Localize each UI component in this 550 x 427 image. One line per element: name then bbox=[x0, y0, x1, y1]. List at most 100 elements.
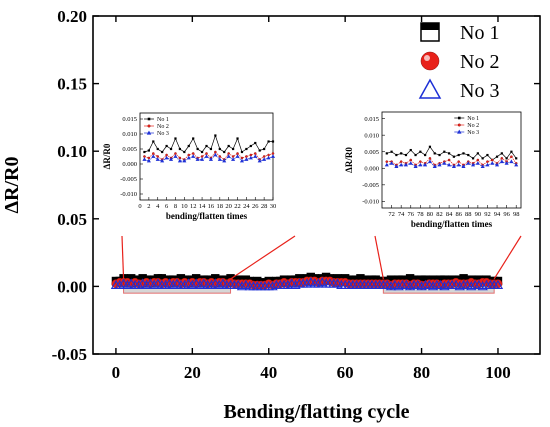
inset-data-point bbox=[414, 153, 417, 157]
series-triangle bbox=[110, 277, 504, 291]
inset-data-point bbox=[156, 147, 159, 151]
inset-data-point bbox=[385, 152, 388, 155]
inset-data-point bbox=[457, 160, 460, 163]
inset-data-point bbox=[409, 158, 413, 162]
x-axis-title: Bending/flatting cycle bbox=[223, 401, 409, 423]
y-tick-label: -0.05 bbox=[52, 345, 87, 364]
inset-data-point bbox=[413, 164, 418, 169]
x-tick-label: 100 bbox=[485, 363, 511, 382]
inset-data-point bbox=[151, 154, 156, 158]
connector-line bbox=[493, 235, 522, 280]
inset-data-point bbox=[428, 145, 432, 148]
inset-data-point bbox=[447, 158, 451, 162]
inset-x-tick-label: 86 bbox=[455, 211, 462, 218]
y-tick-label: 0.20 bbox=[57, 7, 87, 26]
y-tick-label: 0.15 bbox=[57, 75, 87, 94]
data-point bbox=[160, 279, 171, 289]
inset-x-tick-label: 16 bbox=[208, 203, 215, 210]
inset-x-tick-label: 94 bbox=[494, 211, 501, 218]
inset-data-point bbox=[476, 158, 480, 162]
y-tick-label: 0.05 bbox=[57, 210, 87, 229]
inset-legend-label: No 2 bbox=[157, 124, 169, 130]
inset-data-point bbox=[245, 147, 248, 151]
inset-x-tick-label: 80 bbox=[427, 211, 434, 218]
inset-data-point bbox=[240, 150, 244, 154]
legend-label: No 2 bbox=[460, 51, 499, 73]
data-point bbox=[385, 281, 397, 291]
data-point bbox=[267, 281, 278, 291]
connector-line bbox=[230, 235, 296, 280]
inset-data-point bbox=[226, 154, 231, 158]
inset-legend-marker bbox=[457, 116, 461, 120]
inset-data-point bbox=[384, 162, 389, 167]
inset-data-point bbox=[249, 144, 252, 148]
legend-marker-square bbox=[420, 22, 440, 42]
inset-y-tick-label: -0.010 bbox=[120, 191, 137, 198]
inset-data-point bbox=[271, 140, 275, 143]
inset-legend-marker bbox=[147, 124, 151, 128]
inset-series-line bbox=[386, 156, 517, 166]
inset-legend-label: No 3 bbox=[467, 130, 479, 136]
data-point bbox=[439, 281, 450, 291]
inset-data-point bbox=[182, 158, 187, 163]
inset-data-point bbox=[165, 144, 168, 148]
inset-y-tick-label: -0.005 bbox=[362, 182, 379, 189]
legend-marker-triangle bbox=[418, 78, 442, 99]
inset-data-point bbox=[395, 153, 398, 157]
data-point bbox=[492, 279, 504, 289]
inset-legend-label: No 3 bbox=[157, 131, 169, 137]
inset-data-point bbox=[196, 147, 199, 151]
inset-data-point bbox=[390, 150, 393, 153]
inset-plot-right: -0.010 -0.005 0.000 0.005 0.010 0.015 72 74 76 78… bbox=[344, 111, 522, 229]
inset-data-point bbox=[147, 149, 150, 152]
inset-data-point bbox=[500, 152, 503, 155]
data-point bbox=[282, 279, 293, 289]
inset-data-point bbox=[505, 157, 508, 160]
inset-data-point bbox=[462, 152, 465, 155]
inset-data-point bbox=[195, 157, 200, 161]
inset-data-point bbox=[456, 162, 461, 167]
inset-x-axis-title: bending/flatten times bbox=[166, 211, 248, 221]
inset-data-point bbox=[471, 162, 476, 167]
inset-data-point bbox=[208, 157, 213, 161]
inset-data-point bbox=[232, 147, 235, 151]
inset-legend-marker bbox=[457, 123, 461, 127]
legend-marker-circle bbox=[420, 51, 440, 71]
inset-data-point bbox=[254, 141, 257, 145]
inset-y-axis-title: ΔR/R0 bbox=[344, 147, 354, 173]
inset-data-point bbox=[509, 159, 514, 164]
data-point bbox=[416, 281, 427, 291]
inset-data-point bbox=[248, 155, 253, 160]
inset-data-point bbox=[267, 140, 270, 143]
inset-x-tick-label: 24 bbox=[243, 203, 250, 210]
inset-data-point bbox=[495, 155, 499, 158]
inset-data-point bbox=[418, 162, 423, 167]
inset-data-point bbox=[200, 157, 205, 161]
inset-data-point bbox=[437, 162, 442, 167]
inset-data-point bbox=[239, 158, 245, 163]
inset-legend-label: No 1 bbox=[467, 116, 479, 122]
data-point bbox=[206, 279, 217, 289]
inset-data-point bbox=[457, 153, 460, 157]
data-point bbox=[427, 281, 439, 291]
zoom-connectors bbox=[121, 235, 522, 280]
inset-data-point bbox=[217, 157, 222, 161]
inset-x-tick-label: 22 bbox=[234, 203, 241, 210]
inset-data-point bbox=[262, 157, 267, 161]
inset-y-tick-label: -0.010 bbox=[362, 199, 379, 206]
data-point bbox=[179, 279, 190, 289]
inset-x-tick-label: 30 bbox=[270, 203, 277, 210]
inset-data-point bbox=[504, 161, 509, 165]
inset-data-point bbox=[490, 161, 495, 165]
inset-data-point bbox=[177, 158, 182, 163]
data-point bbox=[114, 279, 125, 289]
inset-y-tick-label: 0.000 bbox=[364, 165, 379, 172]
inset-data-point bbox=[183, 150, 186, 154]
inset-data-point bbox=[399, 162, 404, 167]
data-point bbox=[301, 278, 313, 288]
inset-data-point bbox=[433, 152, 436, 155]
inset-y-tick-label: 0.000 bbox=[122, 161, 137, 168]
inset-data-point bbox=[205, 144, 208, 148]
inset-y-tick-label: -0.005 bbox=[120, 176, 137, 183]
inset-data-point bbox=[428, 157, 432, 160]
